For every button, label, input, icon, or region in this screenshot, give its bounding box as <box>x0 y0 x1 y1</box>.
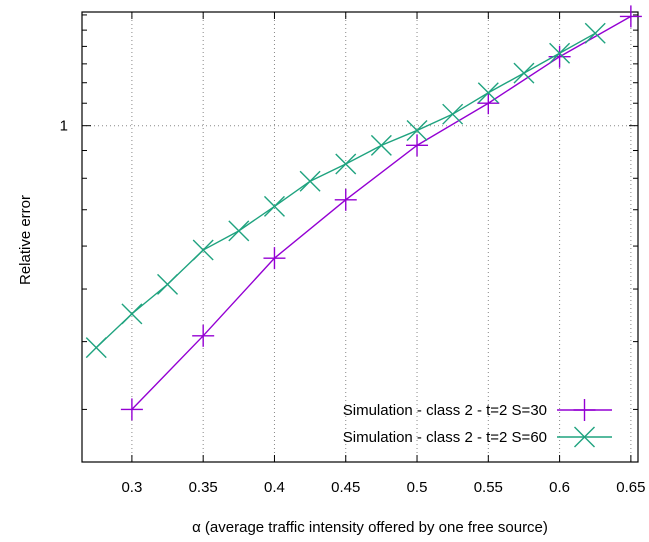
plus-marker <box>477 92 500 115</box>
x-tick-label: 0.3 <box>121 479 142 496</box>
plus-marker <box>619 5 642 28</box>
x-tick-label: 0.65 <box>616 479 645 496</box>
x-axis-label: α (average traffic intensity offered by … <box>192 519 548 536</box>
plot-frame <box>81 11 639 463</box>
cross-marker <box>584 22 606 44</box>
legend: Simulation - class 2 - t=2 S=30 Simulatio… <box>343 399 612 448</box>
x-tick-label: 0.5 <box>407 479 428 496</box>
cross-marker <box>442 103 464 125</box>
plus-marker <box>573 399 596 421</box>
cross-marker <box>299 170 321 192</box>
series-2 <box>85 22 606 359</box>
legend-label: Simulation - class 2 - t=2 S=30 <box>343 402 547 419</box>
x-tick-label: 0.6 <box>549 479 570 496</box>
grid <box>82 12 638 462</box>
series-1 <box>120 5 642 421</box>
cross-marker <box>228 220 250 242</box>
plus-marker <box>120 398 143 421</box>
cross-marker <box>85 337 107 359</box>
cross-marker <box>477 82 499 104</box>
x-tick-label: 0.55 <box>474 479 503 496</box>
plus-marker <box>406 134 429 157</box>
plus-marker <box>334 188 357 211</box>
cross-marker <box>335 153 357 175</box>
plus-marker <box>263 247 286 270</box>
cross-marker <box>406 119 428 141</box>
axes: 0.3 0.35 0.4 0.45 0.5 0.55 0.6 0.65 1 <box>60 11 645 496</box>
x-tick-label: 0.35 <box>189 479 218 496</box>
cross-marker <box>263 195 285 217</box>
series-line <box>131 15 632 410</box>
cross-marker <box>157 273 179 295</box>
x-tick-label: 0.45 <box>331 479 360 496</box>
cross-marker <box>574 426 595 448</box>
cross-marker <box>549 42 571 64</box>
y-axis-label: Relative error <box>17 195 34 285</box>
x-tick-label: 0.4 <box>264 479 285 496</box>
cross-marker <box>370 134 392 156</box>
plus-marker <box>192 324 215 347</box>
series <box>85 5 642 421</box>
cross-marker <box>513 62 535 84</box>
cross-marker <box>121 303 143 325</box>
cross-marker <box>192 239 214 261</box>
legend-label: Simulation - class 2 - t=2 S=60 <box>343 429 547 446</box>
y-tick-label: 1 <box>60 118 68 135</box>
